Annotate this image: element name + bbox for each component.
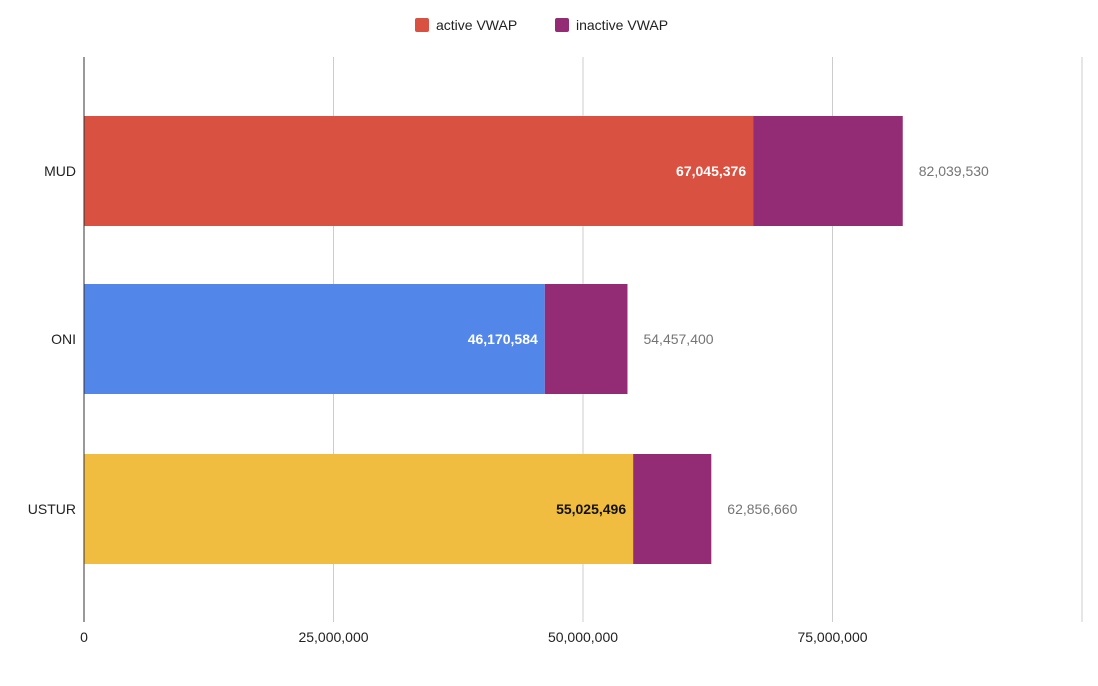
- x-tick-label: 25,000,000: [298, 629, 368, 645]
- data-label-active-vwap-mud: 67,045,376: [676, 163, 746, 179]
- legend-label-inactive-vwap: inactive VWAP: [576, 17, 668, 33]
- total-label-oni: 54,457,400: [643, 331, 713, 347]
- bar-inactive-vwap-ustur: [633, 454, 712, 564]
- total-label-mud: 82,039,530: [919, 163, 989, 179]
- axes: 0 25,000,000 50,000,000 75,000,000: [80, 57, 868, 645]
- x-tick-label: 0: [80, 629, 88, 645]
- bar-active-vwap-oni: [84, 284, 545, 394]
- data-label-active-vwap-ustur: 55,025,496: [556, 501, 626, 517]
- bar-active-vwap-mud: [84, 116, 754, 226]
- data-labels: MUD 67,045,376 82,039,530 ONI 46,170,584 54,4…: [28, 163, 989, 517]
- data-label-active-vwap-oni: 46,170,584: [468, 331, 538, 347]
- x-tick-label: 75,000,000: [797, 629, 867, 645]
- bar-series: [84, 116, 903, 564]
- bar-active-vwap-ustur: [84, 454, 634, 564]
- chart-legend: active VWAP inactive VWAP: [415, 17, 668, 33]
- bar-inactive-vwap-mud: [753, 116, 903, 226]
- legend-label-active-vwap: active VWAP: [436, 17, 517, 33]
- bar-inactive-vwap-oni: [544, 284, 628, 394]
- x-tick-label: 50,000,000: [548, 629, 618, 645]
- category-label-ustur: USTUR: [28, 501, 76, 517]
- category-label-mud: MUD: [44, 163, 76, 179]
- category-label-oni: ONI: [51, 331, 76, 347]
- legend-swatch-active-vwap: [415, 18, 429, 32]
- total-label-ustur: 62,856,660: [727, 501, 797, 517]
- legend-swatch-inactive-vwap: [555, 18, 569, 32]
